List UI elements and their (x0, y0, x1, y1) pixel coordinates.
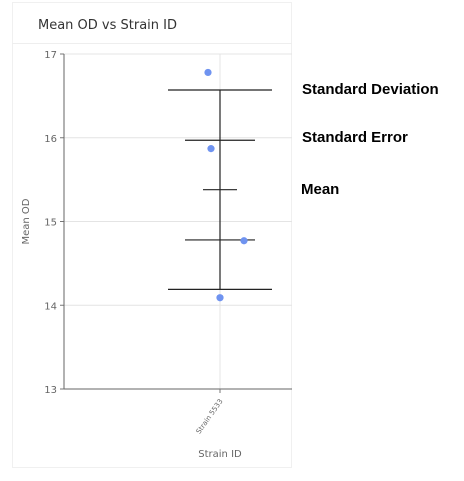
x-axis-label: Strain ID (198, 449, 242, 460)
x-tick-label: Strain 5533 (195, 398, 225, 436)
chart-title: Mean OD vs Strain ID (38, 18, 178, 33)
data-point (216, 294, 224, 302)
annotation-standard-error: Standard Error (302, 129, 408, 146)
y-tick-label: 15 (44, 218, 57, 229)
y-tick-label: 14 (44, 301, 57, 312)
data-point (204, 68, 212, 77)
y-tick-label: 16 (44, 134, 57, 145)
chart-card (12, 2, 292, 468)
data-point (207, 145, 215, 153)
data-point (240, 237, 248, 245)
y-tick-label: 17 (44, 50, 57, 61)
annotation-standard-deviation: Standard Deviation (302, 81, 439, 98)
title-divider (12, 43, 292, 44)
y-axis-label: Mean OD (21, 198, 32, 244)
y-tick-label: 13 (44, 385, 57, 396)
annotation-mean: Mean (301, 181, 340, 198)
